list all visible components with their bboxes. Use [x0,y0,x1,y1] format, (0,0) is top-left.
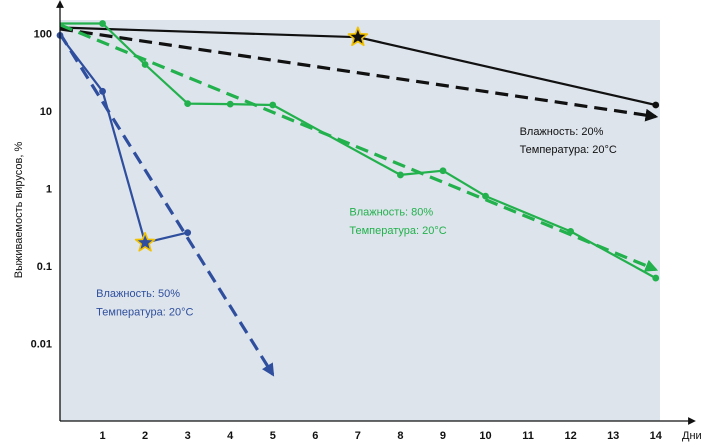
x-tick-label: 3 [185,430,191,442]
data-point [184,229,192,237]
y-axis-label: Выживаемость вирусов, % [13,142,25,279]
x-tick-label: 8 [397,430,403,442]
data-point [652,101,660,109]
series-line-4 [59,34,188,244]
star-marker [347,26,369,47]
y-tick-label: 0.1 [37,261,52,273]
data-point [184,100,192,108]
x-tick-label: 12 [565,430,577,442]
annotation-label: Влажность: 80% [349,206,433,218]
x-tick-label: 11 [522,430,534,442]
data-point [652,274,660,282]
x-tick-label: 14 [650,430,663,442]
x-tick-label: 5 [270,430,276,442]
x-tick-label: 9 [440,430,446,442]
x-tick-label: 6 [312,430,318,442]
y-tick-label: 10 [40,106,52,118]
data-point [141,61,149,68]
series-line-1 [59,27,659,122]
y-tick-label: 0.01 [31,339,52,351]
data-point [269,101,277,109]
data-point [99,87,106,95]
x-tick-label: 10 [479,430,491,442]
annotation-label: Влажность: 20% [520,126,604,138]
plot-background [60,20,660,421]
data-point [226,100,234,108]
x-tick-label: 7 [355,430,361,442]
annotation-label: Температура: 20°С [349,225,446,237]
annotation-label: Влажность: 50% [96,288,180,300]
annotation-label: Температура: 20°С [96,307,193,319]
data-point [397,171,404,179]
star-marker [134,231,156,252]
y-tick-label: 1 [46,184,52,196]
x-tick-label: 4 [227,430,234,442]
y-tick-label: 100 [34,29,52,41]
series-line-3 [59,23,659,272]
data-point [99,20,106,27]
x-tick-label: 2 [142,430,148,442]
x-tick-label: 1 [99,430,105,442]
x-axis-label: Дни [682,430,702,442]
x-tick-label: 13 [607,430,619,442]
data-point [439,167,447,175]
annotation-label: Температура: 20°С [520,144,617,156]
data-point [482,192,489,200]
series-line-5 [58,32,275,377]
